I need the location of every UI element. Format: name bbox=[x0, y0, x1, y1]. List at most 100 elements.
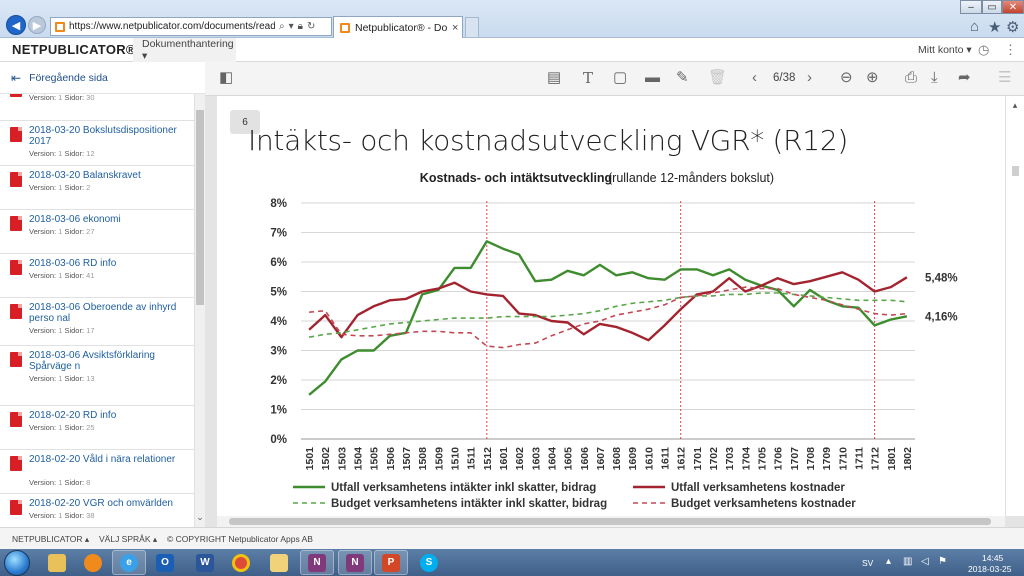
document-list-item[interactable]: 2018-02-20 RD info Version: 1 Sidor: 25 bbox=[0, 406, 194, 450]
dropdown-icon[interactable]: ▾ bbox=[288, 21, 294, 32]
line-tool-icon[interactable]: ▬ bbox=[645, 69, 660, 86]
taskbar-internet-explorer-icon[interactable]: e bbox=[112, 550, 146, 575]
settings-gear-icon[interactable]: ⚙ bbox=[1006, 19, 1020, 36]
download-icon[interactable]: ⤓ bbox=[931, 69, 938, 86]
document-title[interactable]: 2018-03-06 Oberoende av inhyrd perso nal bbox=[29, 302, 177, 324]
volume-icon[interactable]: ◁ bbox=[921, 556, 929, 567]
document-title[interactable]: 2018-02-20 VGR och omvärlden bbox=[29, 498, 173, 509]
lock-icon[interactable]: 🔒︎ bbox=[297, 21, 303, 32]
search-icon[interactable]: ⌕ bbox=[279, 21, 285, 32]
scroll-down-icon[interactable]: ⌄ bbox=[196, 512, 204, 522]
zoom-in-icon[interactable]: ⊕ bbox=[866, 69, 879, 86]
document-list-item[interactable]: 2018-02-20 Våld i nära relationer Version… bbox=[0, 450, 194, 494]
refresh-icon[interactable]: ↻ bbox=[306, 21, 316, 32]
browser-forward-button[interactable]: ▶ bbox=[28, 16, 46, 34]
y-tick-label: 3% bbox=[270, 346, 287, 358]
menu-icon[interactable]: ⋮ bbox=[1004, 42, 1017, 57]
window-minimize-button[interactable]: – bbox=[960, 0, 982, 14]
x-tick-label: 1508 bbox=[417, 447, 429, 471]
browser-back-button[interactable]: ◀ bbox=[6, 15, 26, 35]
taskbar-chrome-icon[interactable] bbox=[224, 550, 258, 575]
line-chart: Kostnads- och intäktsutveckling (rulland… bbox=[270, 171, 958, 510]
clock-date[interactable]: 2018-03-25 bbox=[968, 564, 1012, 574]
new-tab-button[interactable] bbox=[465, 17, 479, 37]
document-title[interactable]: 2018-03-20 Bokslutsdispositioner 2017 bbox=[29, 125, 177, 147]
favorites-star-icon[interactable]: ★ bbox=[988, 19, 1002, 36]
tray-expand-icon[interactable]: ▴ bbox=[886, 556, 892, 567]
taskbar-explorer-icon[interactable] bbox=[40, 550, 74, 575]
document-title[interactable]: 2018-02-20 Våld i nära relationer bbox=[29, 454, 176, 465]
taskbar-onenote-icon[interactable]: N bbox=[300, 550, 334, 575]
document-list-item[interactable]: 2018-03-20 Bokslutsdispositioner 2017 Ver… bbox=[0, 121, 194, 166]
x-tick-label: 1512 bbox=[482, 447, 494, 471]
flag-icon[interactable]: ⚑ bbox=[938, 556, 947, 567]
x-tick-label: 1604 bbox=[546, 447, 558, 471]
document-viewer: ◧ ▤ T ▢ ▬ ✎ 🗑︎ ‹ 6/38 › ⊖ ⊕ ⎙ ⤓ ➦ ☰ 6 In… bbox=[205, 62, 1024, 527]
print-icon[interactable]: ⎙ bbox=[905, 69, 918, 86]
chart-gridlines: 0% 1% 2% 3% 4% 5% 6% 7% 8% bbox=[270, 198, 915, 446]
url-text[interactable]: https://www.netpublicator.com/documents/… bbox=[69, 21, 275, 32]
document-list-item[interactable]: 2018-03-06 Oberoende av inhyrd perso nal… bbox=[0, 298, 194, 346]
taskbar-folder-icon[interactable] bbox=[262, 550, 296, 575]
collapse-sidebar-icon[interactable]: ◧ bbox=[219, 69, 234, 86]
document-list-item[interactable]: 2018-03-06 ekonomi Version: 1 Sidor: 27 bbox=[0, 210, 194, 254]
chart-legend: Utfall verksamhetens intäkter inkl skatt… bbox=[293, 482, 856, 510]
page-scroll-thumb[interactable] bbox=[1012, 166, 1019, 176]
document-title[interactable]: 2018-02-20 RD info bbox=[29, 410, 117, 421]
rectangle-tool-icon[interactable]: ▢ bbox=[613, 69, 628, 86]
trash-icon[interactable]: 🗑︎ bbox=[708, 69, 728, 86]
text-tool-icon[interactable]: T bbox=[583, 69, 594, 87]
netpublicator-logo[interactable]: NETPUBLICATOR® bbox=[12, 42, 136, 57]
page-scrollbar[interactable]: ▴ bbox=[1005, 96, 1024, 516]
document-list-item[interactable]: 2018-03-06 RD info Version: 1 Sidor: 41 bbox=[0, 254, 194, 298]
page-scroll-up-icon[interactable]: ▴ bbox=[1012, 100, 1018, 110]
pencil-icon[interactable]: ✎ bbox=[676, 69, 689, 86]
zoom-out-icon[interactable]: ⊖ bbox=[840, 69, 853, 86]
network-icon[interactable]: ▥ bbox=[903, 556, 913, 567]
taskbar-powerpoint-icon[interactable]: P bbox=[374, 550, 408, 575]
window-close-button[interactable]: ✕ bbox=[1002, 0, 1024, 14]
taskbar-onenote-2-icon[interactable]: N bbox=[338, 550, 372, 575]
previous-page-icon[interactable]: ‹ bbox=[752, 69, 757, 86]
tab-close-icon[interactable]: × bbox=[452, 21, 459, 34]
taskbar-skype-icon[interactable]: S bbox=[412, 550, 446, 575]
document-list-item[interactable]: 2018-03-20 Balanskravet Version: 1 Sidor:… bbox=[0, 166, 194, 210]
document-meta: Version: 1 Sidor: 12 bbox=[29, 149, 95, 158]
next-page-icon[interactable]: › bbox=[807, 69, 812, 86]
x-tick-label: 1711 bbox=[853, 447, 865, 470]
previous-page-link[interactable]: ⇤ Föregående sida bbox=[0, 62, 205, 94]
window-maximize-button[interactable]: ▭ bbox=[982, 0, 1002, 14]
browser-tab[interactable]: Netpublicator® - Dokume... × bbox=[333, 16, 463, 38]
horizontal-scrollbar[interactable] bbox=[217, 516, 1005, 527]
document-title[interactable]: 2018-03-06 RD info bbox=[29, 258, 117, 269]
horizontal-scroll-thumb[interactable] bbox=[229, 518, 991, 525]
sidebar-scrollbar[interactable]: ⌄ bbox=[194, 94, 205, 527]
clock-icon[interactable]: ◷ bbox=[978, 42, 990, 57]
sidebar-scroll-thumb[interactable] bbox=[196, 110, 204, 305]
start-button[interactable] bbox=[4, 550, 30, 576]
taskbar-word-icon[interactable]: W bbox=[188, 550, 222, 575]
address-bar[interactable]: https://www.netpublicator.com/documents/… bbox=[50, 17, 332, 36]
clock-time[interactable]: 14:45 bbox=[982, 553, 1004, 563]
footer-brand-menu[interactable]: NETPUBLICATOR ▴ bbox=[12, 534, 90, 544]
dokumenthantering-menu[interactable]: Dokumenthantering ▾ bbox=[133, 38, 236, 62]
notes-icon[interactable]: ▤ bbox=[547, 69, 562, 86]
taskbar-media-player-icon[interactable] bbox=[76, 550, 110, 575]
taskbar-outlook-icon[interactable]: O bbox=[148, 550, 182, 575]
end-value-label: 4,16% bbox=[925, 311, 958, 323]
language-selector[interactable]: VÄLJ SPRÅK ▴ bbox=[99, 534, 158, 544]
document-title[interactable]: 2018-03-20 Balanskravet bbox=[29, 170, 141, 181]
document-list-item[interactable]: 2018-03-06 Avsiktsförklaring Spårväge n V… bbox=[0, 346, 194, 406]
x-tick-label: 1511 bbox=[466, 447, 478, 470]
document-title[interactable]: 2018-03-06 ekonomi bbox=[29, 214, 121, 225]
home-icon[interactable]: ⌂ bbox=[970, 18, 980, 35]
account-menu[interactable]: Mitt konto ▾ bbox=[918, 44, 972, 56]
hamburger-menu-icon[interactable]: ☰ bbox=[998, 69, 1012, 86]
document-meta: Version: 1 Sidor: 25 bbox=[29, 423, 95, 432]
document-title[interactable]: 2018-03-06 Avsiktsförklaring Spårväge n bbox=[29, 350, 155, 372]
document-list-item[interactable]: 2018-02-20 VGR och omvärlden Version: 1 S… bbox=[0, 494, 194, 527]
share-icon[interactable]: ➦ bbox=[958, 69, 971, 86]
language-indicator[interactable]: SV bbox=[862, 558, 874, 568]
